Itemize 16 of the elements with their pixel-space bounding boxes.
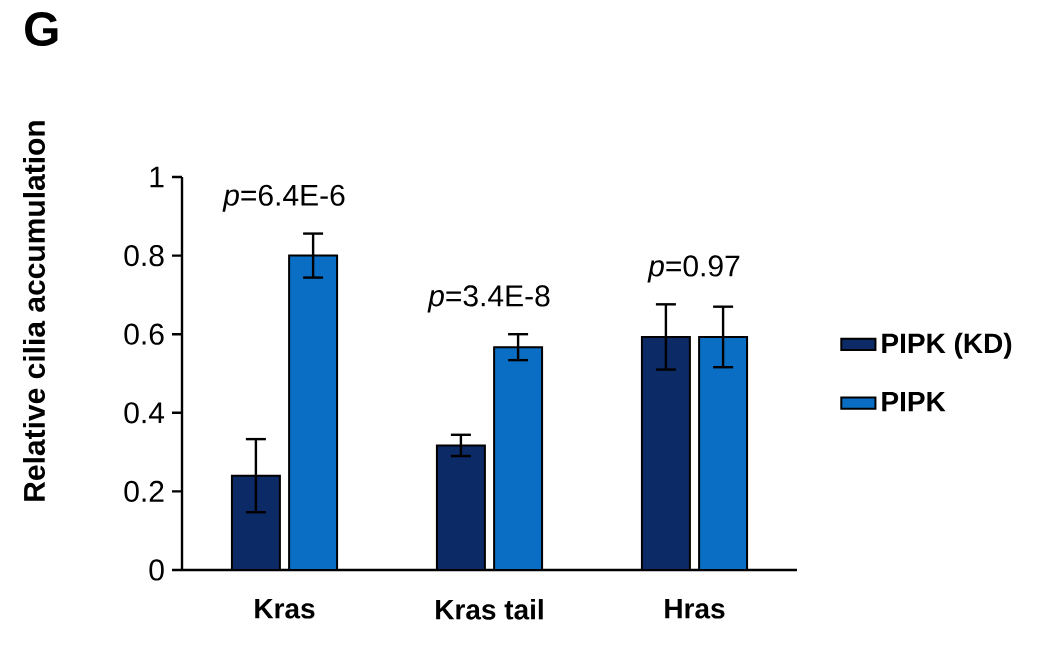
annotation: p=6.4E-6 xyxy=(222,184,345,212)
annotation: p=3.4E-8 xyxy=(427,285,550,313)
chart-title: G xyxy=(25,12,58,47)
x-tick-label: Kras xyxy=(255,599,315,619)
y-tick-label: 1 xyxy=(150,166,164,188)
y-tick-label: 0.4 xyxy=(124,402,165,424)
legend-label: PIPK xyxy=(882,392,946,412)
y-tick-label: 0.8 xyxy=(124,244,164,267)
y-axis-title: Relative cilia accumulation xyxy=(23,121,46,501)
y-tick-label: 0 xyxy=(149,559,164,581)
y-tick-label: 0.2 xyxy=(124,480,164,502)
x-tick-label: Kras tail xyxy=(436,599,543,620)
y-tick-label: 0.6 xyxy=(124,323,164,345)
legend-label: PIPK (KD) xyxy=(882,332,1012,359)
x-tick-label: Hras xyxy=(665,599,725,619)
annotation: p=0.97 xyxy=(647,255,740,283)
